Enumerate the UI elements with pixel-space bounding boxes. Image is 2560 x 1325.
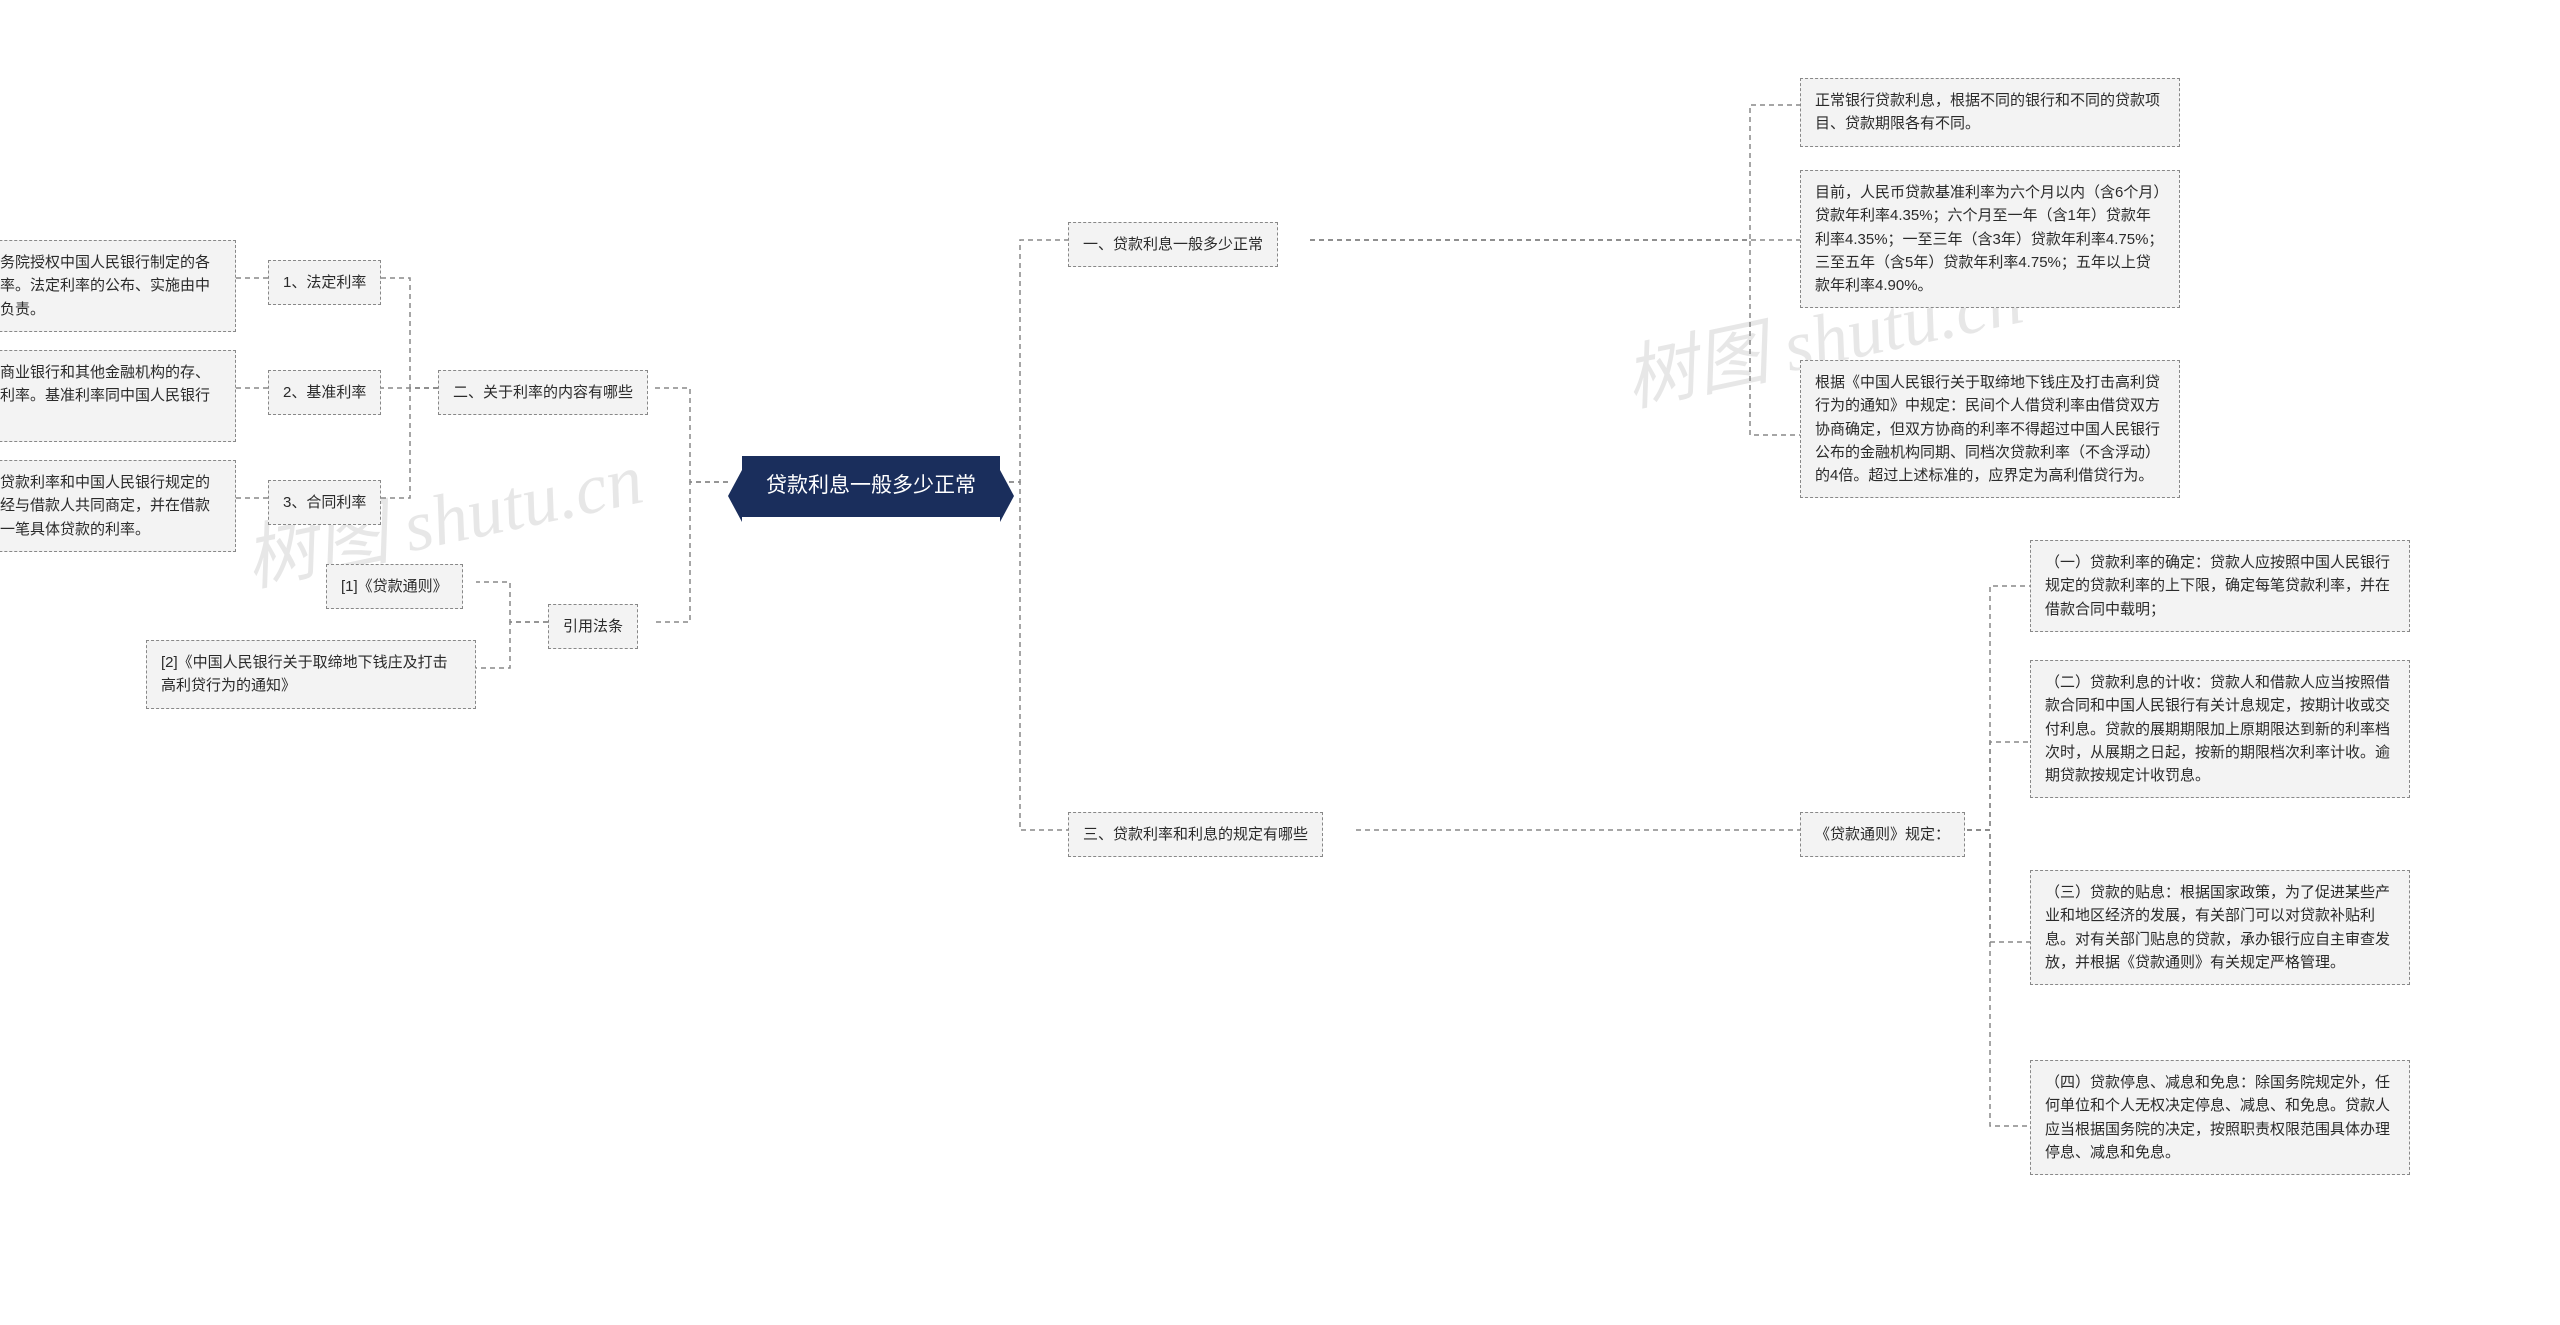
right-branch-1-leaf-2: 目前，人民币贷款基准利率为六个月以内（含6个月）贷款年利率4.35%；六个月至一… bbox=[1800, 170, 2180, 308]
node-label: 3、合同利率 bbox=[283, 494, 366, 511]
root-label: 贷款利息一般多少正常 bbox=[766, 474, 976, 497]
node-label: 引用法条 bbox=[563, 618, 623, 635]
node-label: （四）贷款停息、减息和免息：除国务院规定外，任何单位和个人无权决定停息、减息、和… bbox=[2045, 1074, 2390, 1161]
right-branch-1: 一、贷款利息一般多少正常 bbox=[1068, 222, 1278, 267]
right-branch-3: 三、贷款利率和利息的规定有哪些 bbox=[1068, 812, 1323, 857]
right-branch-1-leaf-1: 正常银行贷款利息，根据不同的银行和不同的贷款项目、贷款期限各有不同。 bbox=[1800, 78, 2180, 147]
node-label: （一）贷款利率的确定：贷款人应按照中国人民银行规定的贷款利率的上下限，确定每笔贷… bbox=[2045, 554, 2390, 618]
right-branch-3-leaf-4: （四）贷款停息、减息和免息：除国务院规定外，任何单位和个人无权决定停息、减息、和… bbox=[2030, 1060, 2410, 1175]
rate-desc-1: 国务院批准和国务院授权中国人民银行制定的各种利率为法定利率。法定利率的公布、实施… bbox=[0, 240, 236, 332]
node-label: （二）贷款利息的计收：贷款人和借款人应当按照借款合同和中国人民银行有关计息规定，… bbox=[2045, 674, 2390, 784]
right-branch-3-leaf-3: （三）贷款的贴息：根据国家政策，为了促进某些产业和地区经济的发展，有关部门可以对… bbox=[2030, 870, 2410, 985]
left-branch-2: 二、关于利率的内容有哪些 bbox=[438, 370, 648, 415]
node-label: 三、贷款利率和利息的规定有哪些 bbox=[1083, 826, 1308, 843]
right-branch-1-leaf-3: 根据《中国人民银行关于取缔地下钱庄及打击高利贷行为的通知》中规定：民间个人借贷利… bbox=[1800, 360, 2180, 498]
node-label: 根据《中国人民银行关于取缔地下钱庄及打击高利贷行为的通知》中规定：民间个人借贷利… bbox=[1815, 374, 2160, 484]
node-label: 2、基准利率 bbox=[283, 384, 366, 401]
node-label: 一、贷款利息一般多少正常 bbox=[1083, 236, 1263, 253]
right-branch-3-leaf-1: （一）贷款利率的确定：贷款人应按照中国人民银行规定的贷款利率的上下限，确定每笔贷… bbox=[2030, 540, 2410, 632]
node-label: 贷款人根据法定贷款利率和中国人民银行规定的浮动同谋范围，经与借款人共同商定，并在… bbox=[0, 474, 210, 538]
rate-desc-2: 中国人民银行对商业银行和其他金融机构的存、贷款利率为基准利率。基准利率同中国人民… bbox=[0, 350, 236, 442]
node-label: 目前，人民币贷款基准利率为六个月以内（含6个月）贷款年利率4.35%；六个月至一… bbox=[1815, 184, 2163, 294]
node-label: 二、关于利率的内容有哪些 bbox=[453, 384, 633, 401]
node-label: （三）贷款的贴息：根据国家政策，为了促进某些产业和地区经济的发展，有关部门可以对… bbox=[2045, 884, 2390, 971]
right-branch-3-leaf-2: （二）贷款利息的计收：贷款人和借款人应当按照借款合同和中国人民银行有关计息规定，… bbox=[2030, 660, 2410, 798]
cite-item-2: [2]《中国人民银行关于取缔地下钱庄及打击高利贷行为的通知》 bbox=[146, 640, 476, 709]
cite-item-1: [1]《贷款通则》 bbox=[326, 564, 463, 609]
right-branch-3-rule: 《贷款通则》规定： bbox=[1800, 812, 1965, 857]
node-label: 正常银行贷款利息，根据不同的银行和不同的贷款项目、贷款期限各有不同。 bbox=[1815, 92, 2160, 132]
node-label: 中国人民银行对商业银行和其他金融机构的存、贷款利率为基准利率。基准利率同中国人民… bbox=[0, 364, 210, 428]
node-label: [1]《贷款通则》 bbox=[341, 578, 448, 595]
root-node: 贷款利息一般多少正常 bbox=[742, 456, 1000, 517]
node-label: 《贷款通则》规定： bbox=[1815, 826, 1950, 843]
rate-type-1: 1、法定利率 bbox=[268, 260, 381, 305]
rate-type-2: 2、基准利率 bbox=[268, 370, 381, 415]
left-branch-cite: 引用法条 bbox=[548, 604, 638, 649]
node-label: [2]《中国人民银行关于取缔地下钱庄及打击高利贷行为的通知》 bbox=[161, 654, 448, 694]
node-label: 国务院批准和国务院授权中国人民银行制定的各种利率为法定利率。法定利率的公布、实施… bbox=[0, 254, 210, 318]
rate-type-3: 3、合同利率 bbox=[268, 480, 381, 525]
rate-desc-3: 贷款人根据法定贷款利率和中国人民银行规定的浮动同谋范围，经与借款人共同商定，并在… bbox=[0, 460, 236, 552]
node-label: 1、法定利率 bbox=[283, 274, 366, 291]
